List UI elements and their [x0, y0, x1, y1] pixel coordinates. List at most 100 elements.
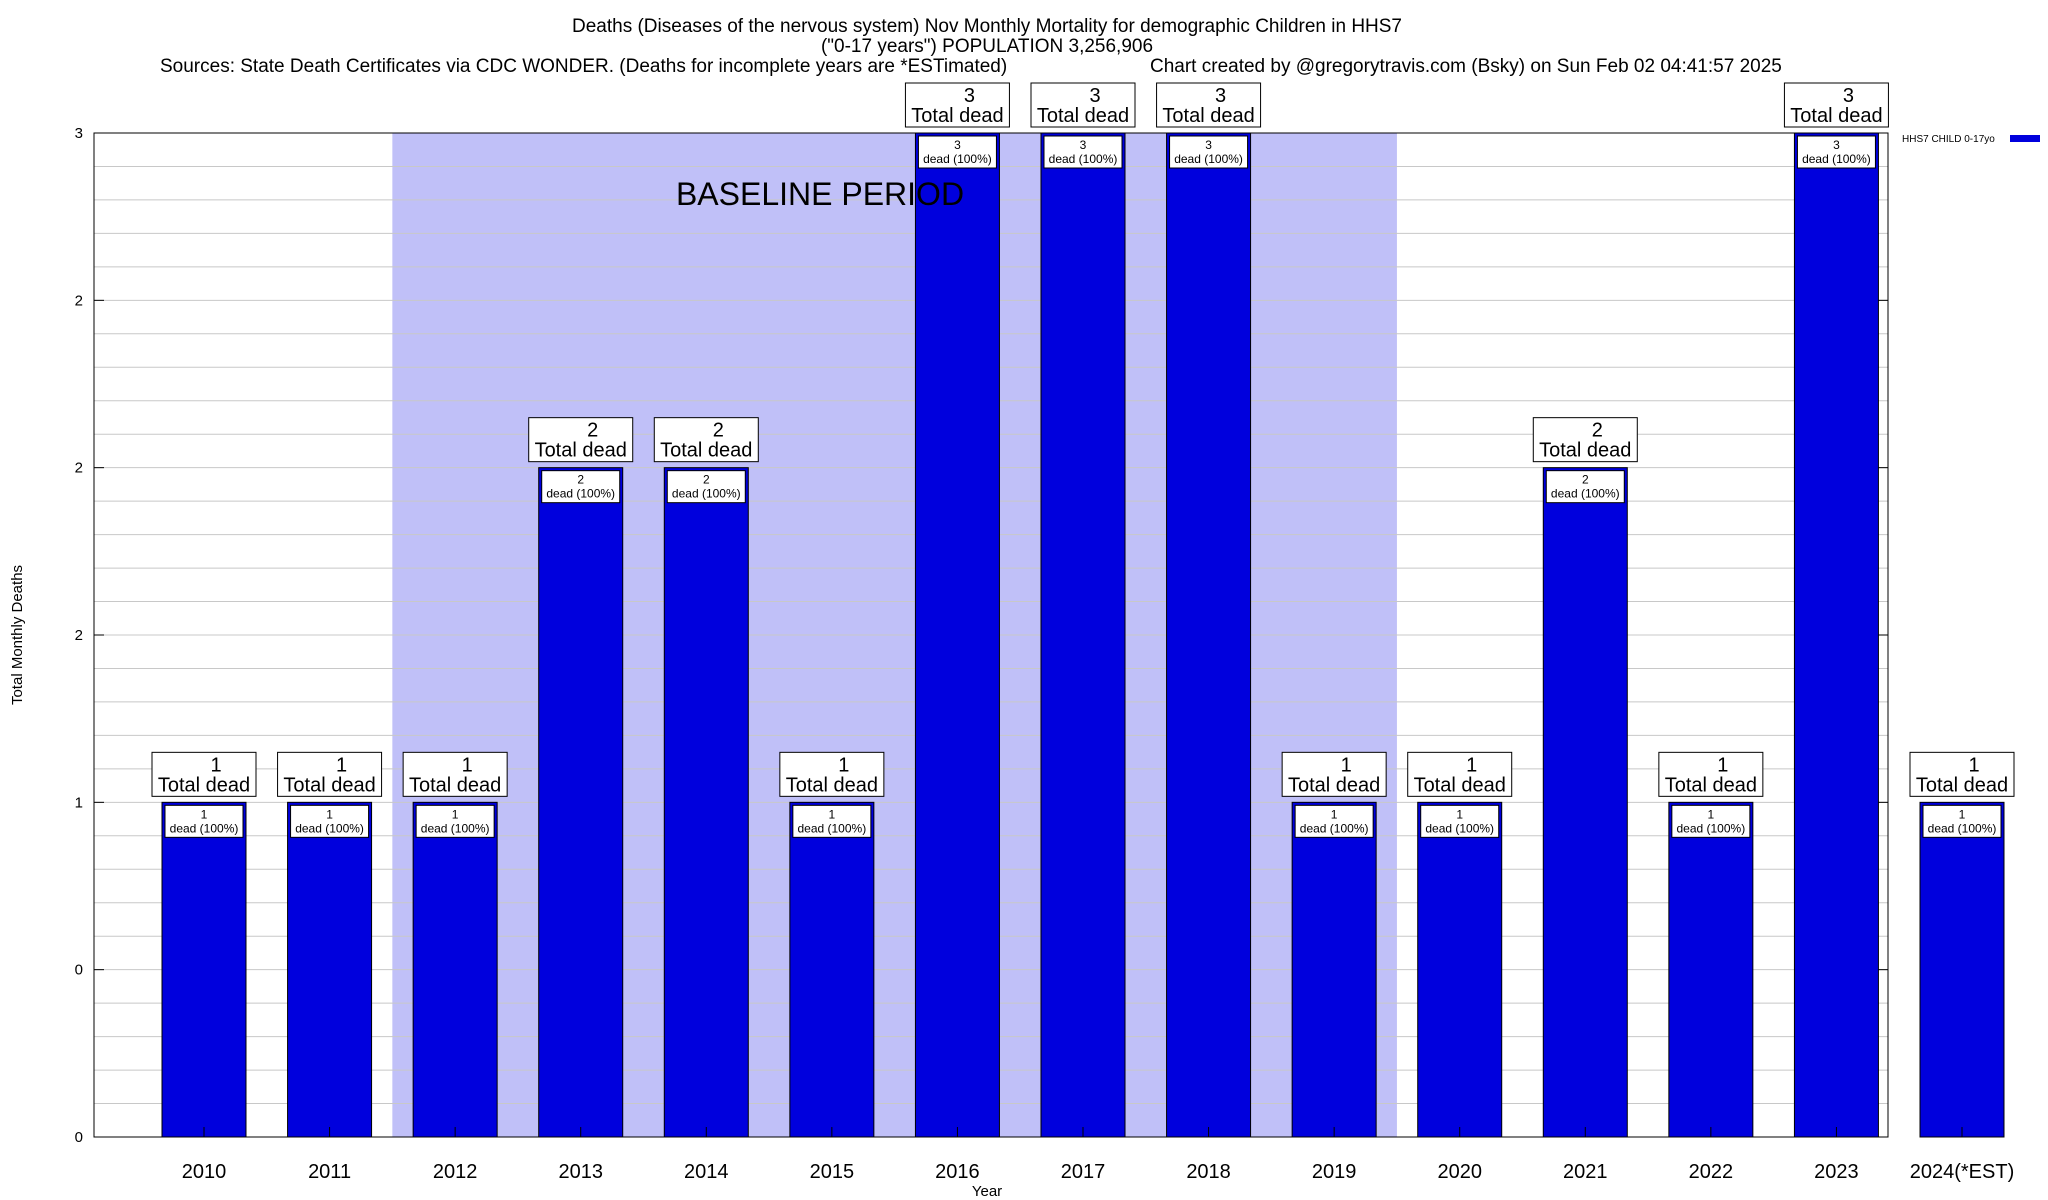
total-value-label: 1: [210, 754, 221, 776]
inner-label-box: [290, 804, 370, 838]
y-axis-ticks: 0 0 1 2 2 2 3: [75, 125, 1888, 1146]
bar: [1166, 132, 1252, 1138]
inner-caption-label: dead (100%): [295, 821, 364, 835]
total-value-label: 1: [1968, 754, 1979, 776]
total-label-box: [402, 751, 508, 797]
x-tick-label: 2013: [558, 1161, 603, 1183]
bar: [1417, 801, 1503, 1138]
bar: [161, 801, 247, 1138]
inner-caption-label: dead (100%): [1551, 487, 1620, 501]
inner-label-box: [1043, 135, 1123, 169]
x-tick-label: 2010: [182, 1161, 227, 1183]
inner-value-label: 2: [703, 473, 710, 487]
inner-caption-label: dead (100%): [1300, 821, 1369, 835]
inner-caption-label: dead (100%): [797, 821, 866, 835]
total-value-label: 3: [964, 85, 975, 107]
inner-caption-label: dead (100%): [170, 821, 239, 835]
inner-value-label: 3: [1833, 138, 1840, 152]
bar: [1793, 132, 1879, 1138]
total-value-label: 1: [336, 754, 347, 776]
x-tick-label: 2024(*EST): [1910, 1161, 2015, 1183]
y-tick-label: 0: [75, 962, 83, 979]
x-axis-label: Year: [972, 1183, 1002, 1200]
y-axis-label: Total Monthly Deaths: [9, 565, 26, 705]
bar: [914, 132, 1000, 1138]
total-caption-label: Total dead: [1037, 105, 1129, 127]
chart-credit: Chart created by @gregorytravis.com (Bsk…: [1150, 56, 1782, 77]
inner-label-box: [164, 804, 244, 838]
y-tick-label: 2: [75, 627, 83, 644]
inner-caption-label: dead (100%): [923, 152, 992, 166]
total-label-box: [528, 417, 634, 463]
x-tick-label: 2019: [1312, 1161, 1357, 1183]
total-value-label: 2: [587, 420, 598, 442]
y-tick-label: 3: [75, 125, 83, 142]
total-caption-label: Total dead: [1916, 774, 2008, 796]
bar: [789, 801, 875, 1138]
total-value-label: 1: [462, 754, 473, 776]
x-tick-label: 2018: [1186, 1161, 1231, 1183]
inner-label-box: [415, 804, 495, 838]
total-value-label: 1: [1717, 754, 1728, 776]
total-label-box: [1407, 751, 1513, 797]
inner-caption-label: dead (100%): [1676, 821, 1745, 835]
inner-caption-label: dead (100%): [1425, 821, 1494, 835]
total-label-box: [1783, 82, 1889, 128]
x-tick-label: 2022: [1689, 1161, 1734, 1183]
x-tick-label: 2020: [1437, 1161, 1482, 1183]
bar: [1542, 467, 1628, 1138]
x-tick-label: 2016: [935, 1161, 980, 1183]
inner-caption-label: dead (100%): [672, 487, 741, 501]
inner-caption-label: dead (100%): [1802, 152, 1871, 166]
chart-sources: Sources: State Death Certificates via CD…: [160, 56, 1007, 77]
total-caption-label: Total dead: [283, 774, 375, 796]
inner-value-label: 1: [1708, 807, 1715, 821]
inner-label-box: [1294, 804, 1374, 838]
x-tick-label: 2012: [433, 1161, 478, 1183]
total-caption-label: Total dead: [660, 440, 752, 462]
total-value-label: 2: [1592, 420, 1603, 442]
inner-value-label: 1: [1331, 807, 1338, 821]
bar: [412, 801, 498, 1138]
total-value-label: 3: [1843, 85, 1854, 107]
bars: [161, 132, 2005, 1138]
inner-caption-label: dead (100%): [1928, 821, 1997, 835]
inner-caption-label: dead (100%): [1049, 152, 1118, 166]
total-caption-label: Total dead: [158, 774, 250, 796]
inner-value-label: 3: [1205, 138, 1212, 152]
total-caption-label: Total dead: [1288, 774, 1380, 796]
inner-label-box: [1796, 135, 1876, 169]
total-label-box: [277, 751, 383, 797]
inner-label-box: [1922, 804, 2002, 838]
total-value-label: 3: [1215, 85, 1226, 107]
total-label-box: [151, 751, 257, 797]
bar: [1668, 801, 1754, 1138]
total-label-box: [1030, 82, 1136, 128]
inner-label-box: [792, 804, 872, 838]
chart-title: Deaths (Diseases of the nervous system) …: [572, 16, 1402, 37]
x-tick-label: 2021: [1563, 1161, 1608, 1183]
bar: [1919, 801, 2005, 1138]
bar: [1291, 801, 1377, 1138]
inner-caption-label: dead (100%): [1174, 152, 1243, 166]
x-tick-label: 2023: [1814, 1161, 1859, 1183]
total-caption-label: Total dead: [1162, 105, 1254, 127]
total-value-label: 3: [1089, 85, 1100, 107]
inner-value-label: 3: [1080, 138, 1087, 152]
x-axis-ticks: 2010 2011 2012 2013 2014 2015 2016 2017 2018 2019…: [182, 1127, 2015, 1183]
inner-caption-label: dead (100%): [421, 821, 490, 835]
inner-value-label: 1: [326, 807, 333, 821]
y-tick-label: 2: [75, 460, 83, 477]
total-label-box: [904, 82, 1010, 128]
inner-label-box: [917, 135, 997, 169]
inner-value-label: 1: [201, 807, 208, 821]
total-label-box: [1532, 417, 1638, 463]
total-caption-label: Total dead: [911, 105, 1003, 127]
total-label-box: [1281, 751, 1387, 797]
bar: [1040, 132, 1126, 1138]
inner-value-label: 2: [577, 473, 584, 487]
bar: [287, 801, 373, 1138]
x-tick-label: 2015: [810, 1161, 855, 1183]
x-tick-label: 2011: [308, 1161, 351, 1183]
